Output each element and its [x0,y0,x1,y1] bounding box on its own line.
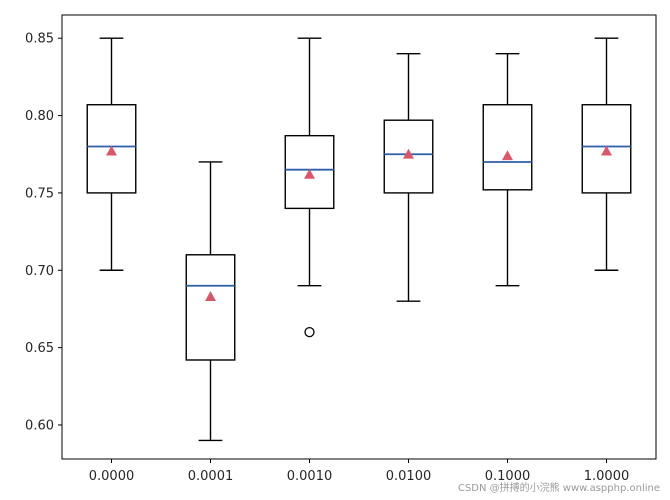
y-tick-label: 0.70 [25,264,54,279]
box-group [482,52,533,287]
x-tick-label: 1.0000 [584,469,630,484]
outlier-point [304,326,315,338]
box-group [383,52,434,302]
mean-marker [502,150,513,161]
y-tick-label: 0.65 [25,341,54,356]
y-tick-label: 0.75 [25,186,54,201]
x-tick-label: 0.0001 [188,469,234,484]
box [482,104,533,191]
watermark: CSDN @拼搏的小浣熊 www.aspphp.online [458,481,660,494]
mean-marker [106,145,117,156]
ticks-layer: 0.60 0.65 0.70 0.75 0.80 0.85 0.0000 0.0001 0.00… [25,32,629,484]
box-group [86,37,137,271]
x-tick-label: 0.1000 [485,469,531,484]
box [185,254,236,361]
box-group [581,37,632,271]
box-group [185,161,236,442]
x-tick-label: 0.0100 [386,469,432,484]
y-tick-label: 0.80 [25,109,54,124]
plot-frame [61,14,657,460]
x-tick-label: 0.0000 [89,469,135,484]
mean-marker [601,145,612,156]
mean-marker [205,291,216,301]
boxes-layer [86,37,632,442]
y-tick-label: 0.60 [25,418,54,433]
x-tick-label: 0.0010 [287,469,333,484]
box-group [284,37,335,338]
mean-marker [304,168,315,179]
mean-marker [403,148,414,159]
y-tick-label: 0.85 [25,32,54,47]
